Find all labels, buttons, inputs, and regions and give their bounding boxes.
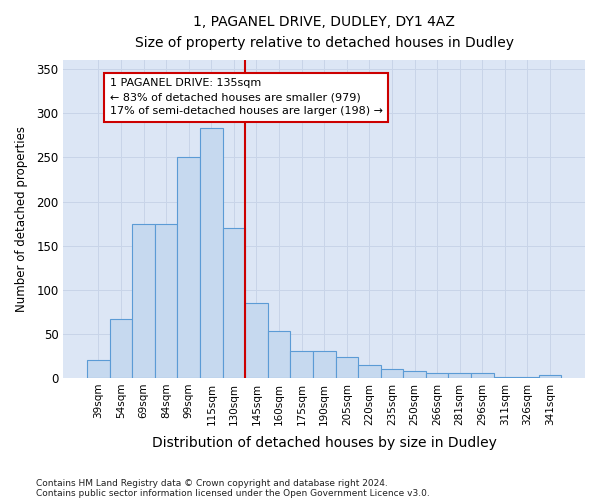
Bar — [403, 371, 426, 378]
Bar — [200, 128, 223, 378]
Text: Contains HM Land Registry data © Crown copyright and database right 2024.: Contains HM Land Registry data © Crown c… — [36, 478, 388, 488]
Bar — [471, 374, 494, 378]
Bar — [87, 360, 110, 378]
Bar — [380, 369, 403, 378]
Bar — [539, 376, 561, 378]
Bar — [426, 372, 448, 378]
Bar — [133, 224, 155, 378]
Bar — [494, 377, 516, 378]
Bar — [335, 356, 358, 378]
Bar — [268, 331, 290, 378]
Text: Contains public sector information licensed under the Open Government Licence v3: Contains public sector information licen… — [36, 488, 430, 498]
Bar — [245, 303, 268, 378]
Title: 1, PAGANEL DRIVE, DUDLEY, DY1 4AZ
Size of property relative to detached houses i: 1, PAGANEL DRIVE, DUDLEY, DY1 4AZ Size o… — [135, 15, 514, 50]
Bar — [155, 224, 178, 378]
Bar — [223, 228, 245, 378]
Bar — [516, 377, 539, 378]
Bar — [290, 352, 313, 378]
Bar — [358, 364, 380, 378]
Bar — [178, 158, 200, 378]
Bar — [448, 374, 471, 378]
X-axis label: Distribution of detached houses by size in Dudley: Distribution of detached houses by size … — [152, 436, 497, 450]
Text: 1 PAGANEL DRIVE: 135sqm
← 83% of detached houses are smaller (979)
17% of semi-d: 1 PAGANEL DRIVE: 135sqm ← 83% of detache… — [110, 78, 383, 116]
Y-axis label: Number of detached properties: Number of detached properties — [15, 126, 28, 312]
Bar — [110, 319, 133, 378]
Bar — [313, 352, 335, 378]
